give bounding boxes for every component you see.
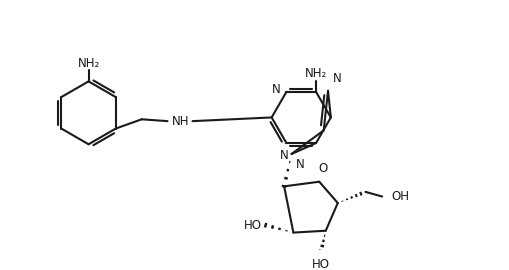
Text: NH₂: NH₂ <box>77 57 99 70</box>
Text: N: N <box>272 83 280 96</box>
Text: N: N <box>332 72 341 85</box>
Text: N: N <box>296 158 304 171</box>
Text: HO: HO <box>312 258 329 270</box>
Text: N: N <box>279 148 289 162</box>
Text: O: O <box>318 162 327 175</box>
Text: HO: HO <box>243 219 262 232</box>
Text: OH: OH <box>390 190 409 203</box>
Text: NH₂: NH₂ <box>304 67 326 80</box>
Text: NH: NH <box>172 115 189 128</box>
